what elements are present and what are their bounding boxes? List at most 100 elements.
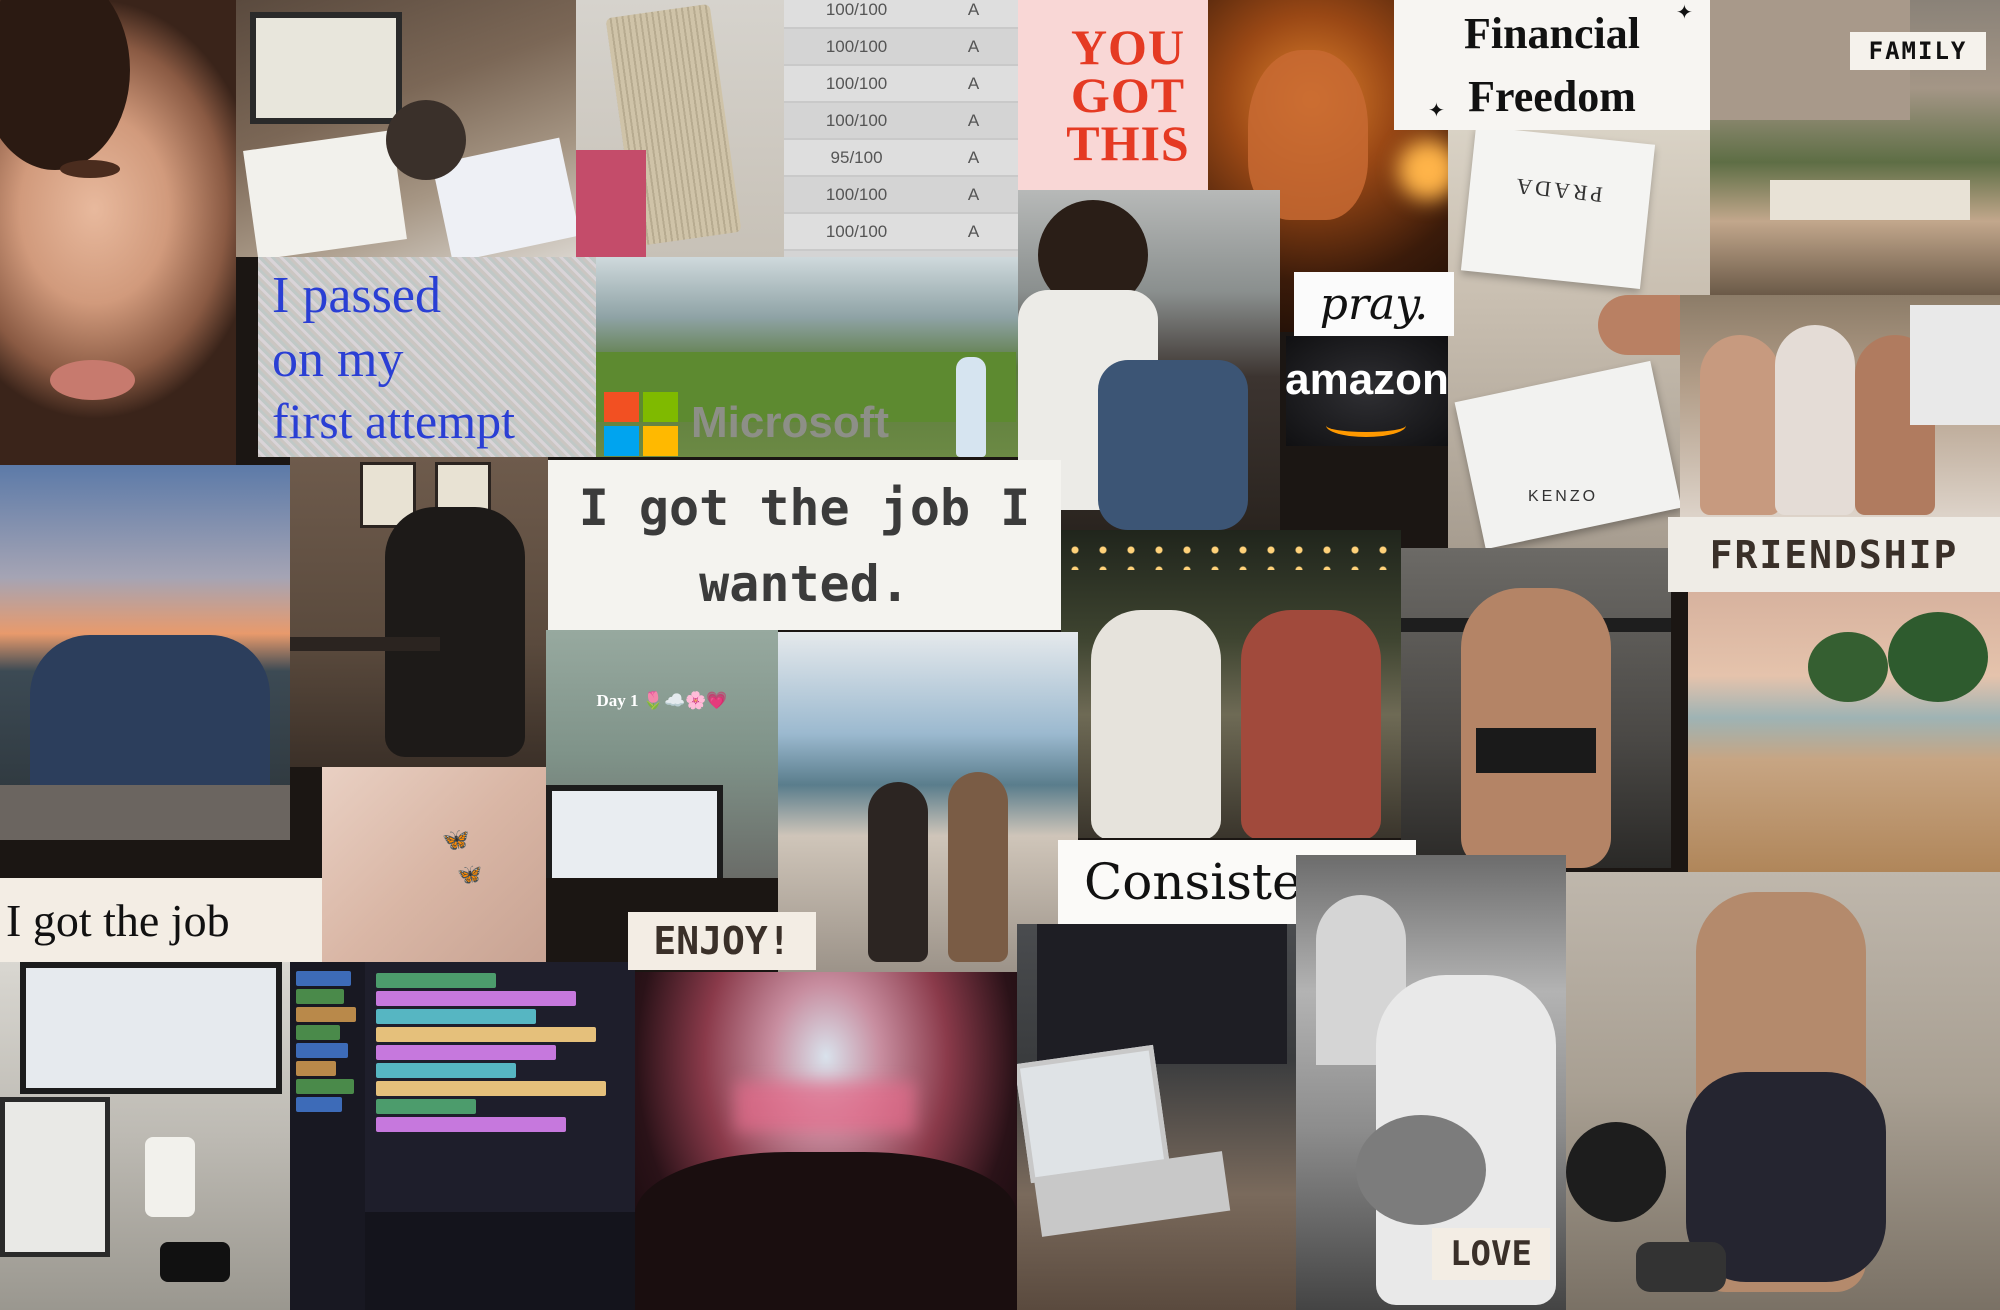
weight-plate [1566,1122,1666,1222]
woman-shape [1241,610,1381,838]
grade-score: 100/100 [825,221,888,241]
grade-letter: A [967,0,980,19]
friends-hug-photo [1680,295,2000,517]
butterfly-tattoo-photo: 🦋 🦋 [322,767,546,972]
grade-score: 100/100 [825,184,888,204]
family-gathering-photo: FAMILY [1710,0,2000,295]
studying-girl-photo [290,457,548,767]
love-text: LOVE [1450,1234,1532,1274]
grade-letter: A [967,147,980,167]
pray-text: pray. [1319,278,1429,330]
sparkle-icon: ✦ [1676,2,1693,24]
table [1770,180,1970,220]
sunset-friends-photo [0,465,290,840]
passed-first-attempt-card: I passed on my first attempt [258,257,596,457]
you-got-this-text: YOU GOT THIS [1018,0,1238,190]
family-label: FAMILY [1850,32,1986,70]
work-desk-photo [0,962,290,1310]
this-word: THIS [1066,115,1190,171]
girl-shape [385,507,525,757]
grade-row: 95/100 A [784,140,1018,177]
concert-photo [635,972,1017,1310]
phone [160,1242,230,1282]
grade-row: 100/100 A [784,0,1018,29]
pray-card: pray. [1294,272,1454,336]
amazon-sign-photo: amazon [1286,336,1448,446]
beach-palms-photo [1688,592,2000,872]
grade-row: 100/100 A [784,66,1018,103]
windows-logo [604,392,678,456]
grade-letter: A [967,73,980,93]
got-the-job-card: I got the job [0,878,322,962]
denim-jacket [1098,360,1248,530]
financial-freedom-card: Financial Freedom ✦ ✦ [1394,0,1710,130]
file-explorer [290,962,365,1310]
passed-line-3: first attempt [272,393,515,449]
you-got-this-card: YOU GOT THIS [1018,0,1238,190]
microsoft-sign: Microsoft [691,398,889,447]
coffee-cup [386,100,466,180]
sparkle-icon: ✦ [1428,100,1445,122]
friends-silhouette [30,635,270,805]
love-card: LOVE [1432,1228,1550,1280]
sports-bra [1476,728,1596,773]
grade-score: 100/100 [825,73,888,93]
enjoy-text: ENJOY! [653,919,791,963]
bouquet [1356,1115,1486,1225]
monitor [20,962,282,1094]
truck-shape [1910,305,2000,425]
palm-tree [1888,612,1988,702]
got-the-job-text: I got the job [6,894,230,946]
passed-line-2: on my [272,330,404,388]
couple-city-photo [1018,190,1280,530]
kenzo-logo: KENZO [1527,488,1599,505]
got-word: GOT [1070,67,1186,123]
coffee-cup [145,1137,195,1217]
eye-shape [60,160,120,178]
grades-list: 100/100 A 100/100 A 100/100 A 100/100 A 95/100 A 1… [784,0,1018,257]
friend-walking [868,782,928,962]
couple-laughing-photo [1061,530,1401,838]
job-wanted-card: I got the job I wanted. [548,460,1061,630]
terminal-panel [365,1212,635,1310]
code-editor-screenshot [290,962,635,1310]
friendship-text: FRIENDSHIP [1709,532,1959,577]
shopping-bags-photo: PRADA KENZO [1448,130,1710,548]
financial-text: Financial [1463,8,1641,58]
laptop [0,1097,110,1257]
office-day1-photo: Day 1 🌷☁️🌸💗 [546,630,778,878]
butterfly-icon: 🦋 [442,827,470,852]
amazon-logo-text: amazon [1286,355,1448,404]
grade-score: 95/100 [830,147,883,167]
grade-letter: A [967,184,980,204]
job-wanted-line-1: I got the job I [578,479,1031,537]
string-lights [1061,540,1401,570]
monitor [546,785,723,878]
sleeve [576,150,646,257]
notebook [243,130,407,257]
hair-shape [0,0,130,170]
passed-line-1: I passed [272,266,441,324]
grade-score: 100/100 [825,0,888,19]
friend-shape [1700,335,1780,515]
monitor [1037,924,1287,1064]
you-word: YOU [1070,19,1186,75]
stage-lights [735,1082,915,1132]
person-standing [956,357,986,457]
microsoft-campus-photo: Microsoft [596,257,1018,457]
day1-caption: Day 1 🌷☁️🌸💗 [596,691,728,710]
kenzo-bag [1454,360,1682,548]
palm-tree [1808,632,1888,702]
butterfly-icon: 🦋 [457,864,482,886]
friendship-card: FRIENDSHIP [1668,517,2000,592]
beach-street-friends-photo [778,632,1078,972]
grade-score: 100/100 [825,36,888,56]
laptop-coding-photo [1017,924,1296,1310]
lips-shape [50,360,135,400]
rock [0,785,290,840]
